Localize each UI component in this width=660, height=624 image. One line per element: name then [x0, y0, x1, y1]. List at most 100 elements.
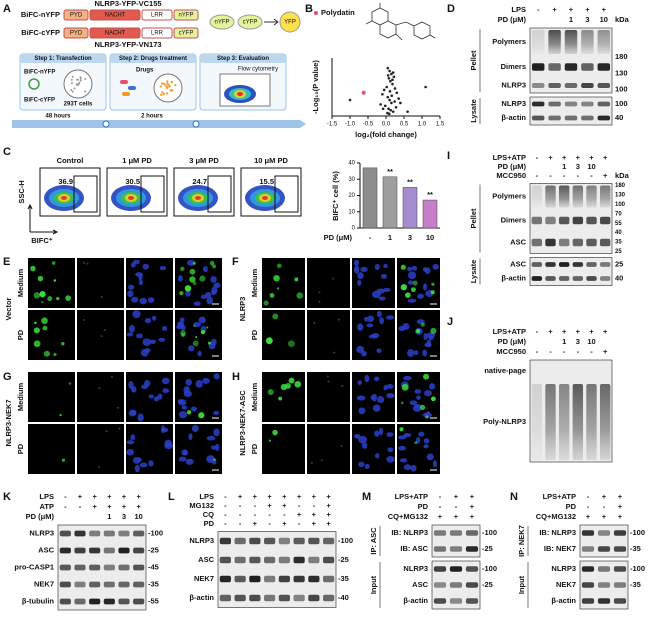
micrograph	[262, 424, 305, 474]
nucleus	[162, 325, 168, 331]
blot-membrane	[529, 257, 613, 286]
construct-title: NLRP3-YFP-VC155	[94, 0, 161, 8]
x-tick-label: -0.5	[363, 122, 374, 128]
point	[388, 98, 391, 102]
significance: **	[427, 190, 433, 199]
time-label: 48 hours	[45, 114, 71, 120]
point	[391, 82, 394, 86]
green-signal	[425, 415, 429, 419]
band	[103, 598, 115, 605]
nucleus	[413, 350, 419, 356]
mw-marker: 40	[615, 273, 623, 282]
band	[597, 101, 611, 107]
significance: **	[387, 167, 393, 176]
nucleus	[383, 263, 388, 268]
panel-letter: H	[232, 371, 240, 383]
band	[74, 530, 86, 537]
step-item: Flow cytometry	[238, 67, 278, 73]
nucleus	[376, 348, 382, 353]
condition-mark: +	[586, 512, 591, 521]
nucleus	[407, 266, 412, 272]
cell	[174, 83, 177, 87]
nucleus	[371, 290, 381, 299]
condition-mark: 1	[569, 15, 573, 24]
nucleus	[149, 339, 157, 344]
bar	[362, 167, 378, 229]
band	[597, 598, 611, 604]
row-label: Medium	[250, 269, 259, 298]
band	[59, 547, 71, 554]
condition-mark: +	[618, 492, 623, 501]
band	[308, 575, 320, 583]
band	[133, 598, 145, 605]
condition-mark: +	[136, 502, 141, 511]
green-signal	[212, 264, 217, 269]
nucleus	[364, 374, 370, 383]
nucleus	[153, 396, 159, 402]
band	[433, 566, 447, 572]
condition-mark: -	[536, 327, 539, 336]
mw-marker: 100	[615, 85, 628, 94]
condition-mark: +	[297, 510, 302, 519]
condition-mark: +	[585, 5, 590, 14]
panel-letter: B	[305, 3, 313, 15]
nucleus	[379, 317, 384, 325]
gate	[73, 175, 98, 213]
condition-mark: -	[536, 153, 539, 162]
cell	[79, 77, 82, 80]
cell	[164, 84, 167, 87]
nucleus	[202, 377, 210, 384]
band	[234, 537, 246, 545]
legend-marker	[314, 11, 318, 15]
green-signal	[192, 340, 199, 347]
micrograph	[77, 424, 124, 474]
row-label: NLRP3	[189, 536, 214, 545]
band	[118, 598, 130, 605]
cell	[70, 78, 73, 81]
condition-mark: +	[297, 492, 302, 501]
faint-signal	[318, 300, 321, 303]
nucleus	[206, 296, 214, 305]
nucleus	[181, 405, 188, 410]
green-signal	[213, 458, 216, 461]
plasmid	[28, 78, 40, 90]
row-label: Polymers	[492, 191, 526, 200]
nucleus	[131, 409, 137, 416]
band	[597, 115, 611, 121]
condition-mark: +	[470, 512, 475, 521]
condition-mark: -	[254, 501, 257, 510]
band	[133, 547, 145, 554]
condition-mark: 10	[587, 337, 595, 346]
nucleus	[360, 266, 368, 272]
condition-label: CQ+MG132	[388, 512, 428, 521]
band	[586, 216, 597, 225]
row-label: β-actin	[501, 113, 526, 122]
green-signal	[68, 382, 72, 385]
condition-mark: +	[282, 501, 287, 510]
y-tick-label: 30	[348, 177, 355, 183]
nucleus	[411, 265, 418, 271]
green-signal	[192, 262, 196, 265]
condition-mark: +	[470, 502, 475, 511]
condition-mark: -	[563, 347, 566, 356]
green-signal	[287, 340, 295, 348]
density	[195, 196, 201, 200]
green-signal	[272, 313, 279, 320]
condition-mark: 3	[122, 512, 126, 521]
band	[581, 63, 594, 71]
point	[382, 88, 386, 92]
nucleus	[213, 428, 220, 437]
condition-label: CQ+MG132	[536, 512, 576, 521]
nucleus	[191, 424, 199, 433]
nucleus	[361, 350, 367, 357]
blot-membrane	[579, 524, 629, 558]
density	[128, 196, 134, 200]
gate	[140, 175, 165, 213]
point	[385, 85, 389, 89]
band	[581, 530, 595, 536]
band	[59, 598, 71, 605]
green-signal	[265, 337, 273, 345]
nucleus	[127, 290, 134, 298]
condition-label: LPS	[39, 492, 54, 501]
smear	[572, 185, 584, 208]
